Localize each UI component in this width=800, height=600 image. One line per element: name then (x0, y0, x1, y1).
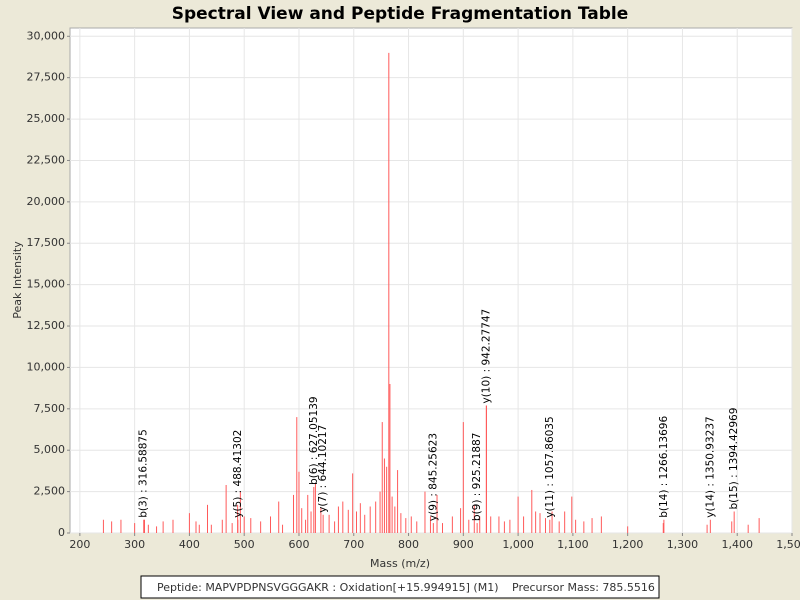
fragment-label: b(3) : 316.58875 (138, 429, 150, 518)
fragment-label: b(14) : 1266.13696 (658, 416, 670, 518)
fragment-label: b(9) : 925.21887 (471, 433, 483, 522)
fragment-label: y(7) : 644.10217 (317, 425, 329, 513)
y-tick-label: 2,500 (34, 485, 66, 498)
chart-title: Spectral View and Peptide Fragmentation … (172, 4, 629, 24)
y-tick-label: 12,500 (27, 319, 66, 332)
x-tick-label: 200 (69, 538, 90, 551)
x-tick-label: 400 (179, 538, 200, 551)
y-axis-label: Peak Intensity (11, 241, 24, 319)
x-tick-label: 1,100 (557, 538, 589, 551)
y-tick-label: 5,000 (34, 443, 66, 456)
fragment-label: y(10) : 942.27747 (480, 309, 492, 404)
x-axis-label: Mass (m/z) (370, 557, 430, 570)
x-tick-label: 1,400 (721, 538, 753, 551)
fragment-label: y(5) : 488.41302 (232, 430, 244, 518)
y-tick-label: 27,500 (27, 71, 66, 84)
fragment-label: y(9) : 845.25623 (427, 433, 439, 521)
x-tick-label: 300 (124, 538, 145, 551)
fragment-label: b(15) : 1394.42969 (728, 408, 740, 510)
x-tick-label: 800 (398, 538, 419, 551)
x-tick-label: 1,200 (612, 538, 644, 551)
fragment-label: y(14) : 1350.93237 (704, 416, 716, 517)
y-tick-label: 10,000 (27, 360, 66, 373)
y-tick-label: 17,500 (27, 236, 66, 249)
x-tick-label: 1,500 (776, 538, 800, 551)
precursor-info: Precursor Mass: 785.5516 (512, 581, 655, 594)
fragment-label: b(6) : 627.05139 (308, 396, 320, 485)
x-tick-label: 1,300 (667, 538, 699, 551)
x-tick-label: 500 (234, 538, 255, 551)
peptide-info: Peptide: MAPVPDPNSVGGGAKR : Oxidation[+1… (157, 581, 498, 594)
x-tick-label: 700 (343, 538, 364, 551)
y-tick-label: 25,000 (27, 112, 66, 125)
y-tick-label: 22,500 (27, 153, 66, 166)
x-tick-label: 1,000 (502, 538, 534, 551)
x-tick-label: 600 (288, 538, 309, 551)
footer-box (140, 575, 660, 599)
y-tick-label: 20,000 (27, 195, 66, 208)
y-tick-label: 15,000 (27, 278, 66, 291)
y-tick-label: 7,500 (34, 402, 66, 415)
y-tick-label: 30,000 (27, 29, 66, 42)
plot-area (69, 27, 793, 534)
y-tick-label: 0 (58, 526, 65, 539)
fragment-label: y(11) : 1057.86035 (544, 416, 556, 517)
x-tick-label: 900 (453, 538, 474, 551)
